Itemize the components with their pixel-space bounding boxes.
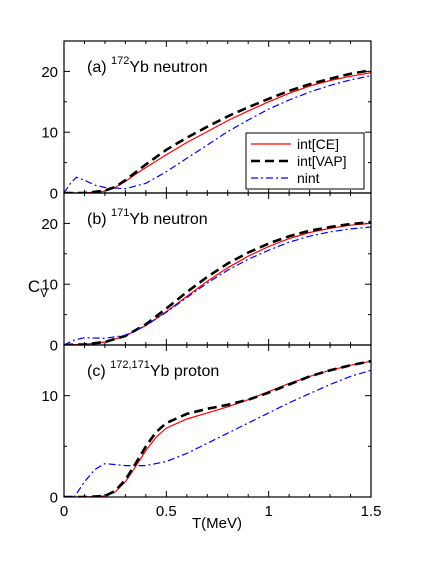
legend-label: int[CE] [297,136,339,152]
x-tick-label: 1 [264,503,272,520]
panel-label: (c) 172,171Yb proton [87,359,219,380]
series-line-intce [64,360,371,497]
panel-label: (b) 171Yb neutron [87,207,208,228]
panel-label: (a) 172Yb neutron [87,55,208,76]
panel-label-sup: 172,171 [110,359,150,371]
series-line-intvap [64,68,371,193]
series-line-nint [64,75,371,193]
plot-frame [63,344,372,498]
x-tick-label: 0 [60,503,68,520]
legend-label: int[VAP] [297,153,347,169]
panel-label-suffix: Yb proton [150,363,219,380]
series-line-nint [64,369,371,497]
y-tick-label: 0 [50,338,58,355]
y-tick-label: 10 [41,388,58,405]
panel-label-prefix: (b) [87,211,111,228]
legend-label: nint [297,170,320,186]
panel-3: 0 10 (c) 172,171Yb proton [41,344,372,507]
x-axis-label: T(MeV) [192,515,242,532]
panel-label-sup: 171 [111,207,129,219]
y-tick-label: 0 [50,186,58,203]
series-line-intvap [64,220,371,345]
panel-label-suffix: Yb neutron [129,59,207,76]
panel-2: 0 10 20 (b) 171Yb neutron [41,192,372,355]
y-tick-label: 10 [41,277,58,294]
y-axis-label-main: C [28,277,40,296]
y-axis-label: CV [28,277,48,300]
y-axis-label-sub: V [40,286,48,300]
y-tick-label: 20 [41,64,58,81]
y-tick-label: 0 [50,490,58,507]
panel-label-prefix: (a) [87,59,111,76]
panel-label-suffix: Yb neutron [129,211,207,228]
x-tick-label: 0.5 [156,503,177,520]
panel-label-sup: 172 [111,55,129,67]
legend: int[CE]int[VAP]nint [245,132,365,190]
series-line-intvap [64,359,371,497]
x-tick-label: 1.5 [361,503,382,520]
y-tick-label: 20 [41,216,58,233]
series-line-intce [64,222,371,345]
panel-label-prefix: (c) [87,363,110,380]
y-tick-label: 10 [41,125,58,142]
series-line-nint [64,226,371,345]
